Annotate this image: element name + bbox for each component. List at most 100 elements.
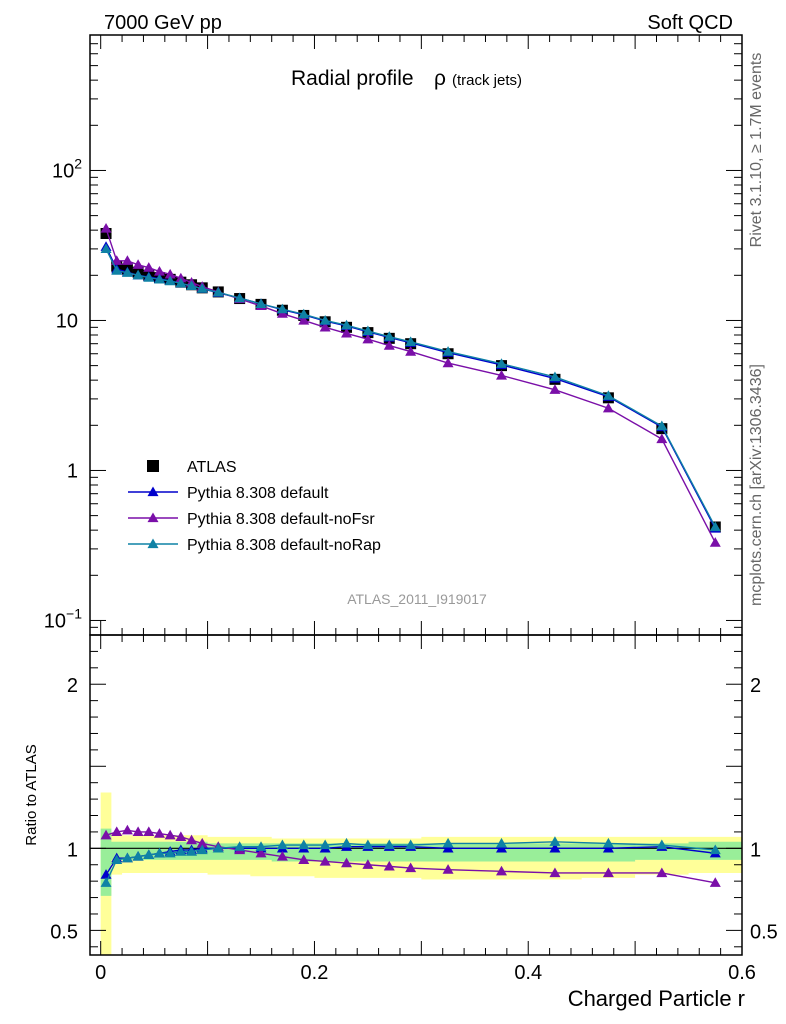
series-point (656, 420, 668, 431)
ratio-point (383, 860, 395, 871)
ratio-y-tick-label-right: 2 (750, 675, 761, 697)
ratio-point (442, 842, 454, 853)
ratio-point (298, 854, 310, 864)
plot-title: Radial profile ρ (track jets) (291, 67, 522, 90)
ratio-point (153, 847, 165, 858)
series-point (132, 269, 144, 280)
ratio-point (298, 839, 310, 850)
series-point (121, 267, 133, 277)
ratio-point (132, 851, 144, 861)
series-point (212, 286, 224, 297)
ratio-point (186, 846, 198, 856)
series-point (442, 346, 454, 356)
ratio-y-tick-label-right: 1 (750, 839, 761, 861)
series-point (549, 371, 561, 382)
ratio-series-2 (100, 836, 721, 887)
ratio-point (405, 862, 417, 873)
series-point (549, 384, 561, 394)
series-point (496, 358, 508, 368)
yellow-band (100, 792, 742, 955)
series-point (383, 331, 395, 341)
series-point (602, 402, 614, 413)
series-point (405, 346, 417, 356)
legend-entry: Pythia 8.308 default-noFsr (128, 511, 375, 528)
ratio-point (196, 837, 208, 848)
ratio-point (602, 837, 614, 848)
ratio-point (121, 852, 133, 863)
ratio-point (602, 842, 614, 853)
ratio-point (143, 849, 155, 860)
series-point (111, 255, 123, 265)
ratio-point (362, 839, 374, 850)
title-sub: (track jets) (452, 72, 522, 89)
series-point (132, 259, 144, 269)
ratio-point (319, 855, 331, 866)
legend: ATLAS Pythia 8.308 default Pythia 8.308 de… (128, 459, 381, 554)
ratio-point (276, 839, 288, 850)
ratio-point (212, 842, 224, 853)
series-point (143, 272, 155, 282)
ratio-point (164, 829, 176, 840)
series-point (186, 280, 198, 291)
series-point (319, 314, 331, 325)
ratio-uncertainty-bands (90, 792, 742, 955)
ratio-point (175, 846, 187, 856)
legend-label: ATLAS (187, 459, 237, 476)
ratio-point (709, 844, 721, 855)
ratio-point (143, 826, 155, 837)
ratio-point (111, 826, 123, 837)
legend-marker (147, 460, 159, 472)
series-point (143, 262, 155, 272)
legend-label: Pythia 8.308 default-noRap (187, 537, 381, 554)
ratio-point (496, 837, 508, 848)
ratio-point (319, 839, 331, 850)
ratio-point (656, 867, 668, 878)
series-point (100, 223, 112, 233)
series-point (153, 273, 165, 284)
legend-entry: Pythia 8.308 default-noRap (128, 537, 381, 554)
series-point (298, 308, 310, 319)
series-point (111, 265, 123, 275)
rivet-label: Rivet 3.1.10, ≥ 1.7M events (748, 53, 765, 248)
series-point (255, 298, 267, 309)
ratio-point (496, 865, 508, 876)
series-point (602, 390, 614, 400)
y-tick-label: 102 (52, 155, 82, 182)
series-point (175, 272, 187, 283)
series-point (298, 314, 310, 325)
legend-entry: Pythia 8.308 default (128, 485, 329, 502)
ratio-y-tick-label: 1 (67, 839, 78, 861)
series-point (383, 340, 395, 350)
ratio-point (442, 864, 454, 874)
ratio-point (496, 842, 508, 853)
ratio-y-tick-label: 2 (67, 675, 78, 697)
header-right: Soft QCD (647, 12, 733, 34)
series-3 (100, 243, 721, 532)
ratio-point (111, 854, 123, 864)
series-point (496, 369, 508, 380)
series-point (341, 319, 353, 330)
ratio-point (175, 831, 187, 841)
legend-label: Pythia 8.308 default-noFsr (187, 511, 375, 528)
y-tick-label: 10−1 (44, 605, 82, 632)
ratio-point (276, 851, 288, 861)
ratio-point (602, 867, 614, 878)
analysis-watermark: ATLAS_2011_I919017 (347, 591, 487, 607)
ratio-series-1 (100, 824, 721, 887)
series-point (362, 325, 374, 336)
ratio-point (362, 859, 374, 869)
x-tick-label: 0.6 (728, 962, 756, 984)
series-point (709, 537, 721, 547)
y-tick-label: 10 (56, 310, 78, 332)
series-point (276, 303, 288, 314)
x-tick-label: 0.2 (301, 962, 329, 984)
mcplots-label: mcplots.cern.ch [arXiv:1306.3436] (748, 364, 765, 606)
ratio-point (164, 847, 176, 858)
ratio-point (383, 839, 395, 850)
ratio-y-tick-label: 0.5 (50, 921, 78, 943)
ratio-point (121, 824, 133, 835)
series-point (164, 268, 176, 279)
series-point (656, 433, 668, 444)
ratio-point (549, 867, 561, 878)
